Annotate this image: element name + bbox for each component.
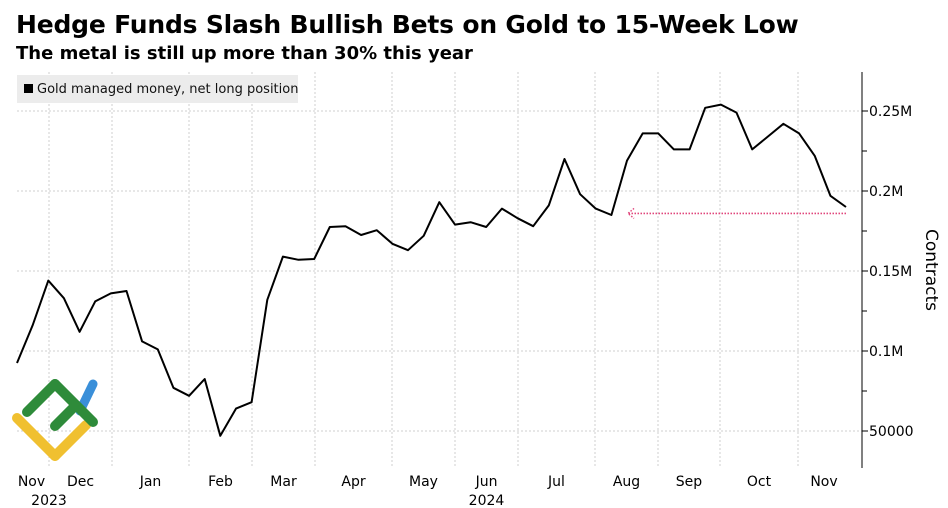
chart-subtitle: The metal is still up more than 30% this… bbox=[16, 43, 473, 64]
arrow-head bbox=[626, 207, 635, 219]
y-tick-label: 0.1M bbox=[869, 344, 903, 360]
y-tick-label: 0.15M bbox=[869, 264, 912, 280]
x-tick-label: Aug bbox=[613, 474, 640, 490]
x-tick-label: May bbox=[409, 474, 438, 490]
x-tick-label: Jun bbox=[475, 474, 498, 490]
legend-swatch bbox=[24, 84, 33, 93]
logo-green-stroke-1 bbox=[22, 379, 60, 417]
x-year-label: 2023 bbox=[31, 493, 67, 508]
y-tick-label: 0.2M bbox=[869, 184, 903, 200]
x-tick-label: Feb bbox=[208, 474, 233, 490]
x-tick-label: Nov bbox=[810, 474, 837, 490]
x-tick-label: Dec bbox=[67, 474, 94, 490]
x-year-label: 2024 bbox=[469, 493, 505, 508]
x-tick-label: Jul bbox=[547, 474, 565, 490]
series-line bbox=[16, 103, 847, 437]
logo bbox=[12, 379, 98, 461]
logo-green-stroke-3 bbox=[50, 402, 79, 431]
logo-yellow-stroke-2 bbox=[50, 420, 91, 461]
x-tick-label: Jan bbox=[139, 474, 162, 490]
grid bbox=[17, 72, 862, 468]
x-tick-label: Apr bbox=[341, 474, 365, 490]
chart-title: Hedge Funds Slash Bullish Bets on Gold t… bbox=[16, 10, 799, 39]
y-axis: 50000 0.1M 0.15M 0.2M 0.25M bbox=[861, 72, 914, 468]
x-tick-label: Nov bbox=[18, 474, 45, 490]
legend-box bbox=[17, 75, 298, 103]
legend-label: Gold managed money, net long position bbox=[37, 82, 298, 97]
legend: Gold managed money, net long position bbox=[17, 75, 298, 103]
x-tick-label: Oct bbox=[747, 474, 772, 490]
x-axis: Nov Dec Jan Feb Mar Apr May Jun Jul Aug Sep Oct Nov 2… bbox=[18, 474, 838, 508]
x-tick-label: Mar bbox=[270, 474, 297, 490]
y-tick-label: 50000 bbox=[869, 424, 914, 440]
logo-yellow-stroke-1 bbox=[12, 413, 60, 461]
x-tick-label: Sep bbox=[676, 474, 703, 490]
y-axis-label: Contracts bbox=[921, 229, 941, 311]
annotation-arrow bbox=[626, 207, 846, 219]
series-points bbox=[16, 104, 847, 436]
y-tick-label: 0.25M bbox=[869, 104, 912, 120]
